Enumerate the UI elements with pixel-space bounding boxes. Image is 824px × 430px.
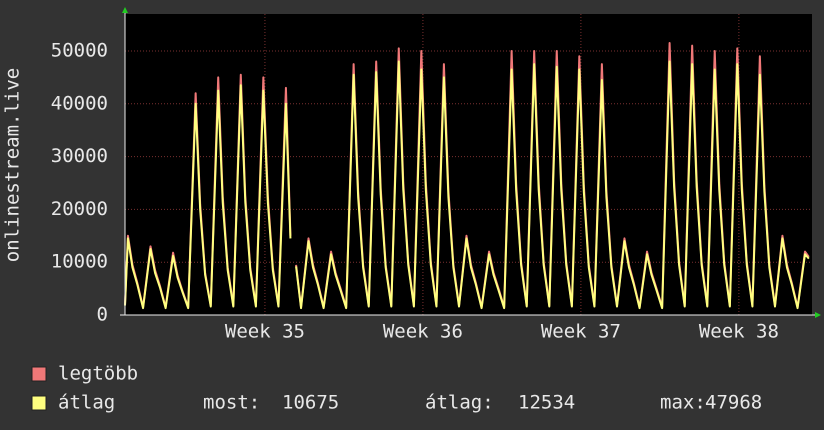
stat-label: most:: [203, 392, 260, 414]
x-tick-label: Week 36: [383, 321, 463, 343]
y-axis-label: onlinestream.live: [2, 68, 24, 262]
y-tick-label: 0: [97, 304, 108, 326]
y-tick-label: 20000: [51, 198, 108, 220]
ticks: 0 10000 20000 30000 40000 50000 Week 35 Week 36…: [51, 39, 779, 342]
stat-label: max:: [660, 392, 706, 414]
y-tick-label: 40000: [51, 92, 108, 114]
lines: [124, 42, 810, 310]
plot-area: [125, 14, 812, 315]
legend-swatch: [31, 366, 47, 382]
x-tick-label: Week 37: [541, 321, 621, 343]
x-axis-arrow: [815, 312, 821, 318]
legend-swatch: [31, 395, 47, 411]
legend-label: átlag: [58, 392, 115, 414]
y-tick-label: 50000: [51, 39, 108, 61]
y-tick-label: 30000: [51, 145, 108, 167]
stat-label: átlag:: [425, 392, 494, 414]
legend: legtöbb átlag most: 10675 átlag: 12534 max: 479…: [31, 363, 762, 414]
legend-label: legtöbb: [58, 363, 138, 385]
y-axis-arrow: [122, 7, 128, 13]
x-tick-label: Week 35: [225, 321, 305, 343]
x-tick-label: Week 38: [699, 321, 779, 343]
series-line: [124, 60, 810, 310]
stat-value: 12534: [518, 392, 575, 414]
y-tick-label: 10000: [51, 251, 108, 273]
stat-value: 10675: [282, 392, 339, 414]
stat-value: 47968: [705, 392, 762, 414]
